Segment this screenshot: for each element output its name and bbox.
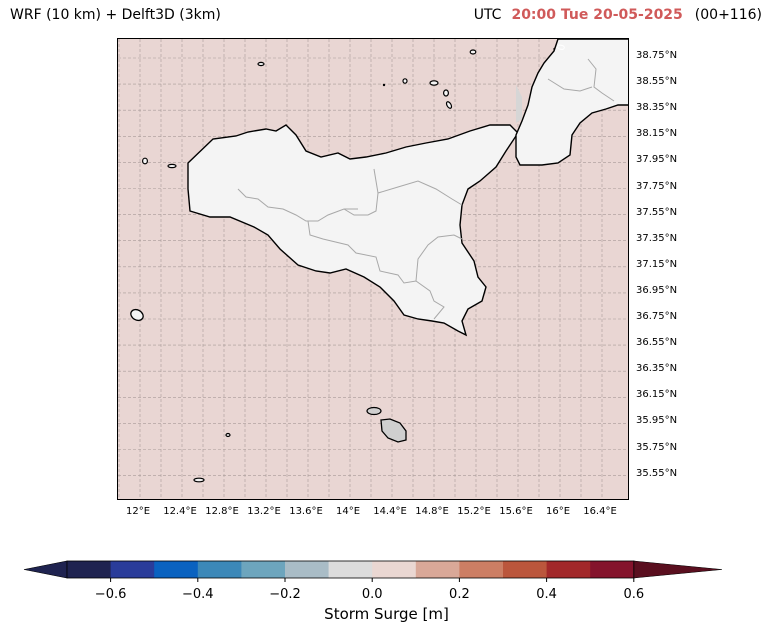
sicily-landmass [187, 124, 519, 337]
colorbar-segment [546, 561, 591, 578]
latitude-label: 36.15°N [636, 389, 678, 401]
longitude-label: 14.8°E [415, 506, 449, 517]
colorbar-segment [67, 561, 112, 578]
latitude-label: 38.55°N [636, 76, 678, 88]
colorbar [23, 560, 723, 582]
colorbar-segment [110, 561, 155, 578]
island [429, 80, 439, 86]
colorbar-tick-label: 0.6 [623, 587, 645, 602]
messina-strait-shade [516, 85, 522, 123]
latitude-label: 36.35°N [636, 363, 678, 375]
latitude-label: 38.75°N [636, 50, 678, 61]
island [257, 61, 265, 67]
forecast-time: 20:00 Tue 20-05-2025 [511, 7, 683, 23]
colorbar-frame [66, 560, 635, 579]
island-gozo [366, 406, 382, 416]
latitude-label: 38.15°N [636, 128, 678, 140]
longitude-label: 12°E [125, 506, 151, 517]
latitude-label: 35.75°N [636, 441, 678, 453]
colorbar-segment [285, 561, 330, 578]
colorbar-segment [197, 561, 242, 578]
latitude-label: 38.35°N [636, 102, 678, 114]
colorbar-extend-max [633, 560, 723, 579]
colorbar-segment [328, 561, 373, 578]
island [142, 157, 149, 165]
island [193, 477, 205, 483]
colorbar-extend-min [23, 560, 68, 579]
longitude-label: 12.8°E [205, 506, 239, 517]
map-canvas: 0 [118, 39, 628, 499]
colorbar-tick-label: −0.4 [182, 587, 214, 602]
colorbar-tick-label: −0.2 [269, 587, 301, 602]
colorbar-segment [459, 561, 504, 578]
province-boundaries [237, 168, 463, 320]
colorbar-segment [590, 561, 635, 578]
colorbar-tick-label: 0.2 [449, 587, 470, 602]
forecast-lead: (00+116) [694, 7, 762, 23]
longitude-label: 15.6°E [499, 506, 533, 517]
longitude-label: 16°E [545, 506, 571, 517]
latitude-label: 36.55°N [636, 337, 678, 349]
island [445, 101, 453, 109]
map-frame: 0 [117, 38, 629, 500]
island [382, 83, 386, 87]
latitude-label: 37.35°N [636, 232, 678, 244]
longitude-label: 14°E [335, 506, 361, 517]
colorbar-label: Storm Surge [m] [324, 605, 449, 623]
colorbar-segment [503, 561, 548, 578]
longitude-label: 14.4°E [373, 506, 407, 517]
longitude-label: 15.2°E [457, 506, 491, 517]
colorbar-tick-label: −0.6 [94, 587, 127, 602]
longitude-label: 13.6°E [289, 506, 323, 517]
colorbar-tick-label: 0.0 [361, 587, 383, 602]
island-pantelleria [130, 308, 144, 322]
colorbar-segment [372, 561, 417, 578]
colorbar-segment [154, 561, 199, 578]
island [402, 78, 408, 84]
latitude-label: 35.55°N [636, 467, 678, 479]
calabria-boundaries [547, 58, 615, 102]
island [225, 432, 231, 438]
calabria-coast [515, 39, 628, 166]
latitude-label: 36.95°N [636, 284, 678, 296]
longitude-label: 12.4°E [163, 506, 197, 517]
zero-contour-label: 0 [556, 43, 568, 51]
colorbar-segment [241, 561, 286, 578]
latitude-label: 37.95°N [636, 154, 678, 166]
island [443, 89, 450, 97]
latitude-label: 37.15°N [636, 258, 678, 270]
utc-label: UTC [473, 7, 502, 23]
latitude-label: 37.55°N [636, 206, 678, 218]
latitude-label: 36.75°N [636, 311, 678, 322]
longitude-label: 16.4°E [583, 506, 617, 517]
title-right: UTC 20:00 Tue 20-05-2025 (00+116) [474, 7, 762, 23]
longitude-label: 13.2°E [247, 506, 281, 517]
graticule [118, 39, 628, 499]
title-left: WRF (10 km) + Delft3D (3km) [10, 7, 221, 23]
latitude-label: 37.75°N [636, 180, 678, 192]
island [469, 49, 477, 55]
latitude-label: 35.95°N [636, 415, 678, 427]
colorbar-tick-label: 0.4 [536, 587, 557, 602]
colorbar-segment [415, 561, 460, 578]
island-malta [380, 418, 407, 443]
island [167, 163, 177, 169]
